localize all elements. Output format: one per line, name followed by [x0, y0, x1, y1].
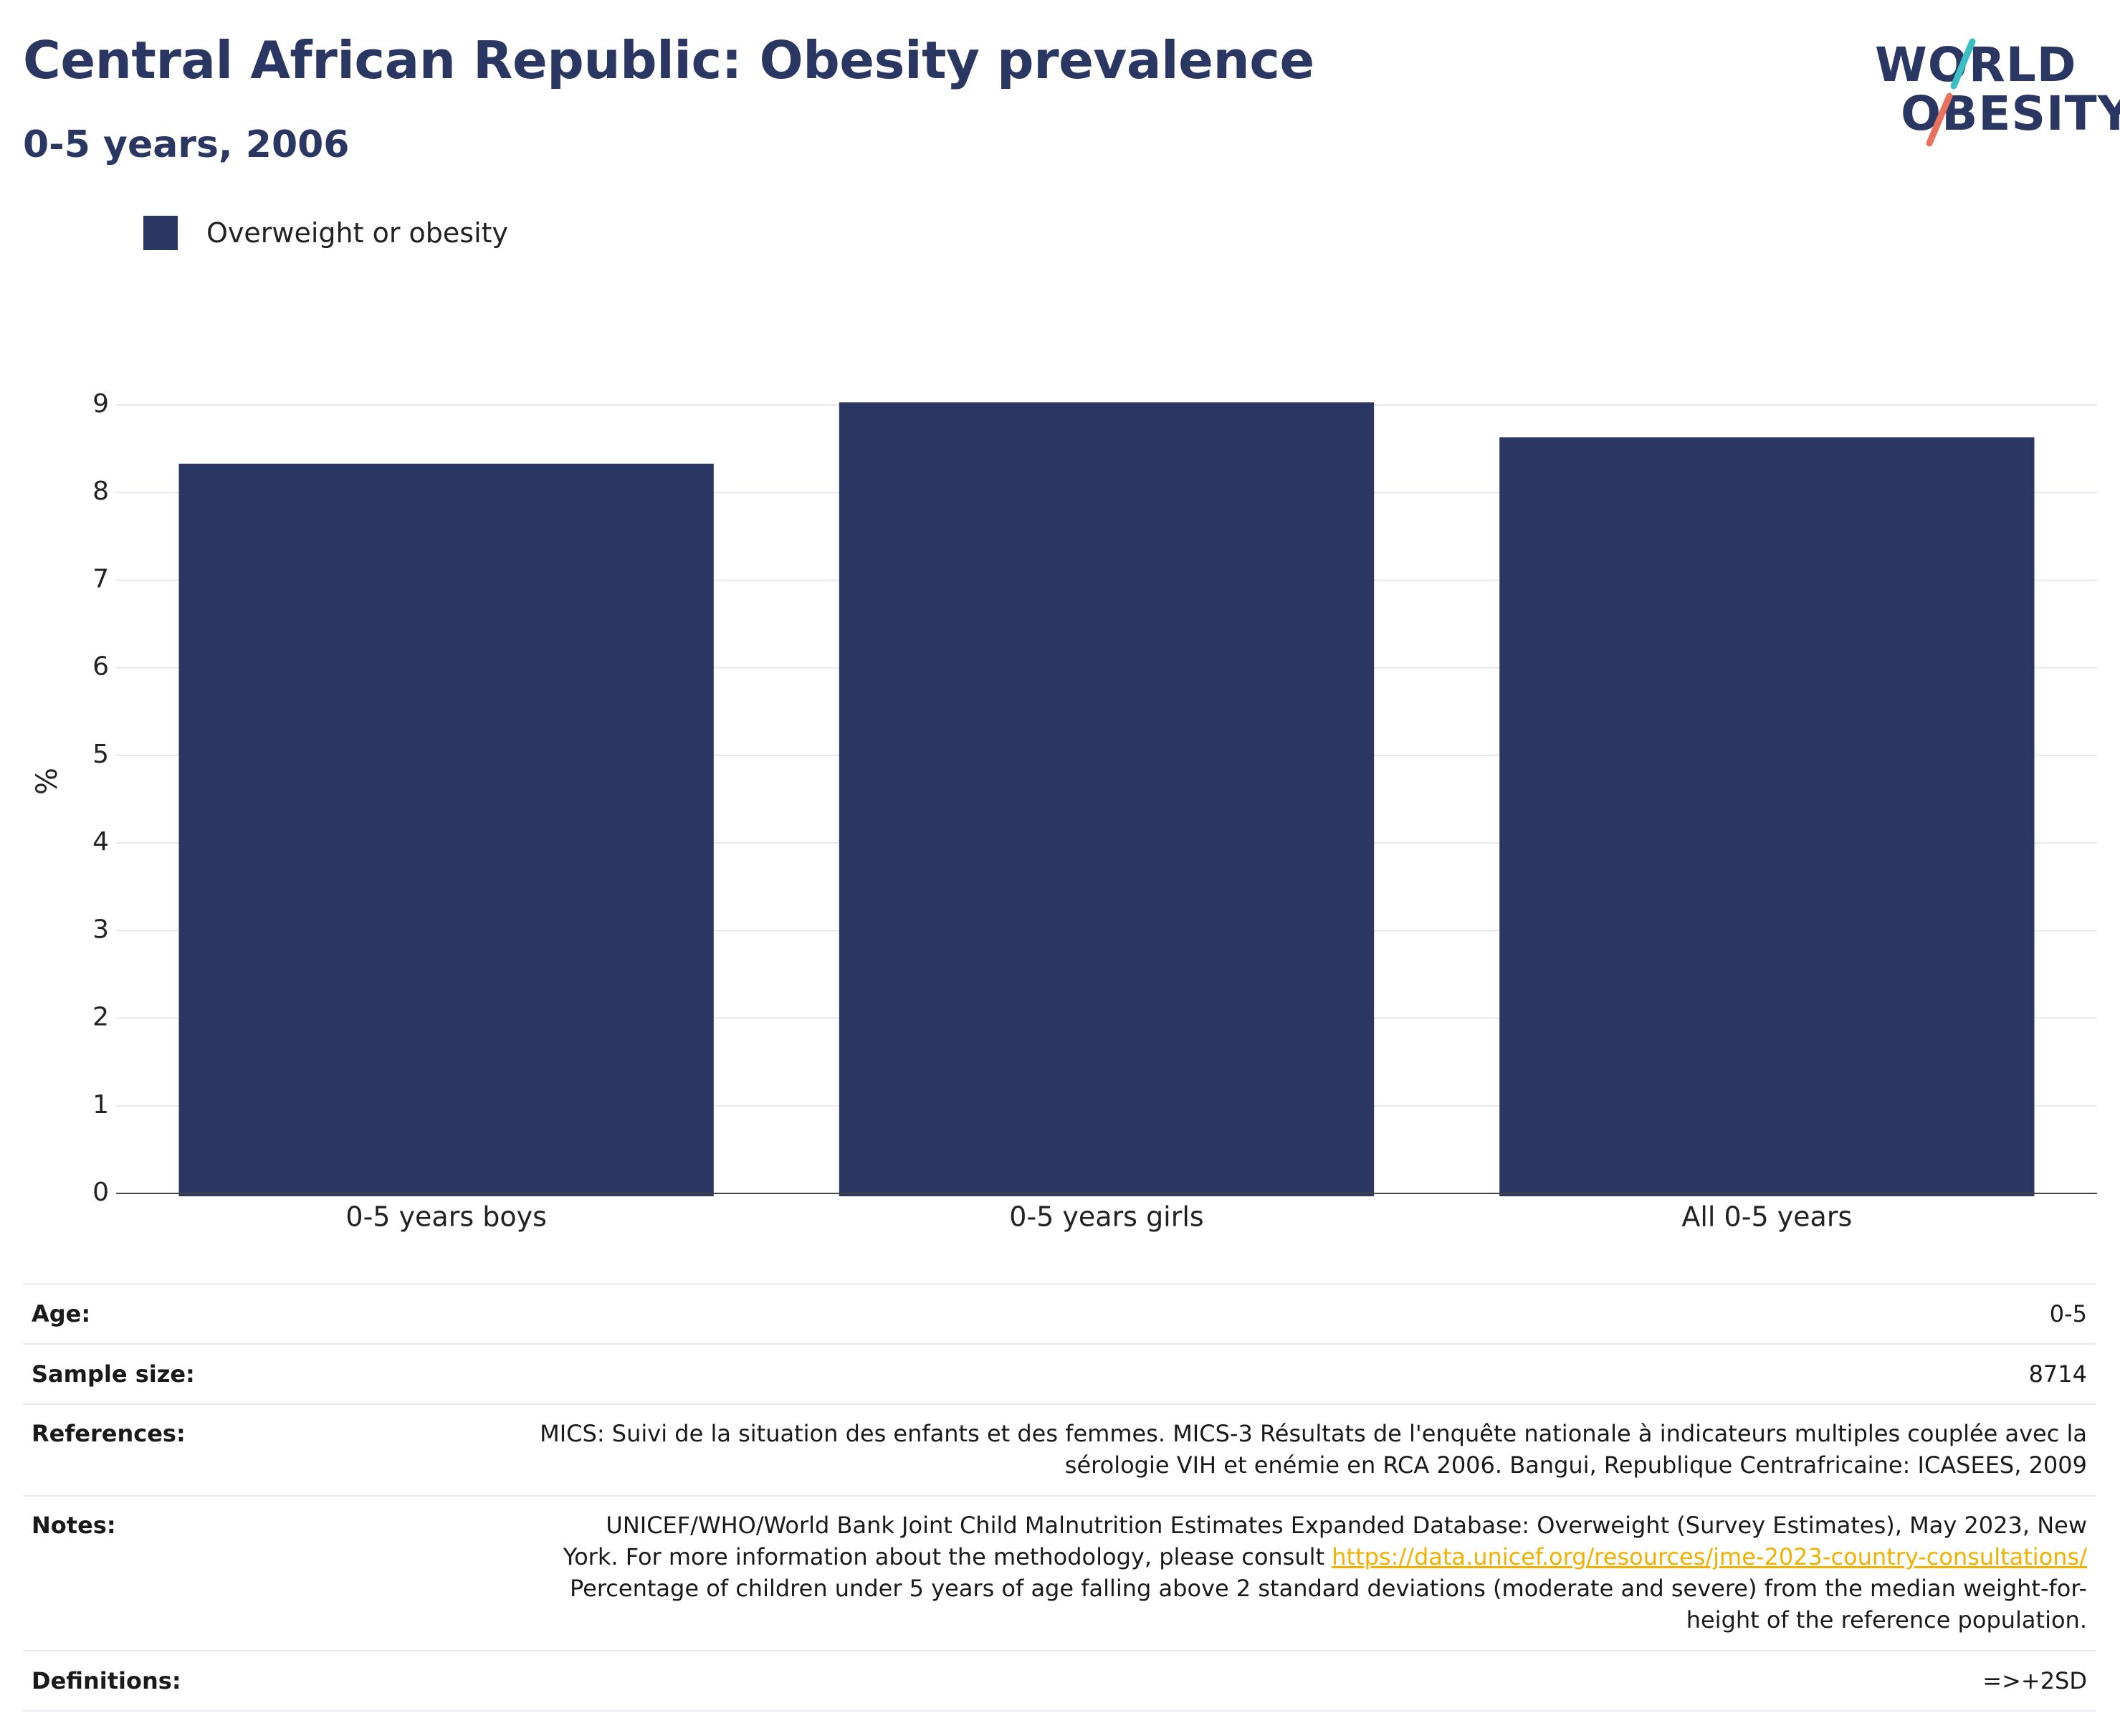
y-tick-label: 7	[92, 564, 109, 593]
bar-chart: 0 1 2 3 4 5 6 7 8 9 0-5 years boys 0-5 years girls A…	[92, 389, 2097, 1233]
bar	[1499, 437, 2035, 1197]
y-tick-label: 6	[92, 652, 109, 682]
info-row-age: Age: 0-5	[23, 1283, 2096, 1343]
x-tick-label: 0-5 years girls	[1009, 1201, 1203, 1233]
y-tick-label: 2	[92, 1003, 109, 1032]
logo-line-world: WORLD	[1875, 37, 2077, 92]
y-tick-label: 8	[92, 477, 109, 506]
notes-methodology-link[interactable]: https://data.unicef.org/resources/jme-20…	[1332, 1543, 2087, 1570]
y-tick-label: 1	[92, 1090, 109, 1120]
page-title: Central African Republic: Obesity preval…	[23, 30, 1314, 90]
y-tick-label: 3	[92, 915, 109, 944]
info-value-definitions: =>+2SD	[1982, 1667, 2087, 1694]
logo-slash-icon	[1926, 38, 1976, 147]
legend-swatch	[143, 216, 178, 250]
chart-legend: Overweight or obesity	[143, 215, 508, 251]
x-tick-label: All 0-5 years	[1681, 1201, 1852, 1233]
y-tick-label: 5	[92, 740, 109, 769]
info-key-definitions: Definitions:	[32, 1667, 181, 1694]
info-table: Age: 0-5 Sample size: 8714 References: M…	[23, 1283, 2096, 1712]
y-tick-label: 9	[92, 389, 109, 419]
info-key-age: Age:	[32, 1300, 91, 1327]
info-key-notes: Notes:	[32, 1512, 116, 1539]
references-line-2: sérologie VIH et enémie en RCA 2006. Ban…	[1064, 1451, 2087, 1479]
x-tick-label: 0-5 years boys	[345, 1201, 546, 1233]
info-value-sample-size: 8714	[2028, 1360, 2087, 1388]
page-subtitle: 0-5 years, 2006	[23, 123, 350, 166]
info-value-age: 0-5	[2049, 1300, 2087, 1327]
references-line-1: MICS: Suivi de la situation des enfants …	[540, 1420, 2087, 1447]
legend-label: Overweight or obesity	[206, 217, 509, 249]
info-row-notes: Notes: UNICEF/WHO/World Bank Joint Child…	[23, 1495, 2096, 1650]
notes-line-1: UNICEF/WHO/World Bank Joint Child Malnut…	[606, 1512, 2087, 1539]
notes-line-2: York. For more information about the met…	[563, 1543, 1332, 1570]
y-axis-label: %	[31, 768, 64, 795]
info-key-sample-size: Sample size:	[32, 1360, 195, 1388]
y-tick-label: 4	[92, 827, 109, 857]
info-value-references: MICS: Suivi de la situation des enfants …	[404, 1418, 2087, 1481]
info-row-sample-size: Sample size: 8714	[23, 1343, 2096, 1403]
info-row-references: References: MICS: Suivi de la situation …	[23, 1403, 2096, 1495]
bar	[178, 463, 714, 1196]
notes-line-4: height of the reference population.	[1686, 1606, 2087, 1634]
info-row-definitions: Definitions: =>+2SD	[23, 1650, 2096, 1712]
info-key-references: References:	[32, 1420, 186, 1447]
bar	[839, 402, 1375, 1197]
y-axis-label-wrap: %	[20, 760, 70, 803]
notes-line-3: Percentage of children under 5 years of …	[570, 1575, 2087, 1602]
world-obesity-logo: WORLD OBESITY	[1871, 22, 2120, 154]
info-value-notes: UNICEF/WHO/World Bank Joint Child Malnut…	[404, 1510, 2087, 1636]
y-tick-label: 0	[92, 1178, 109, 1207]
